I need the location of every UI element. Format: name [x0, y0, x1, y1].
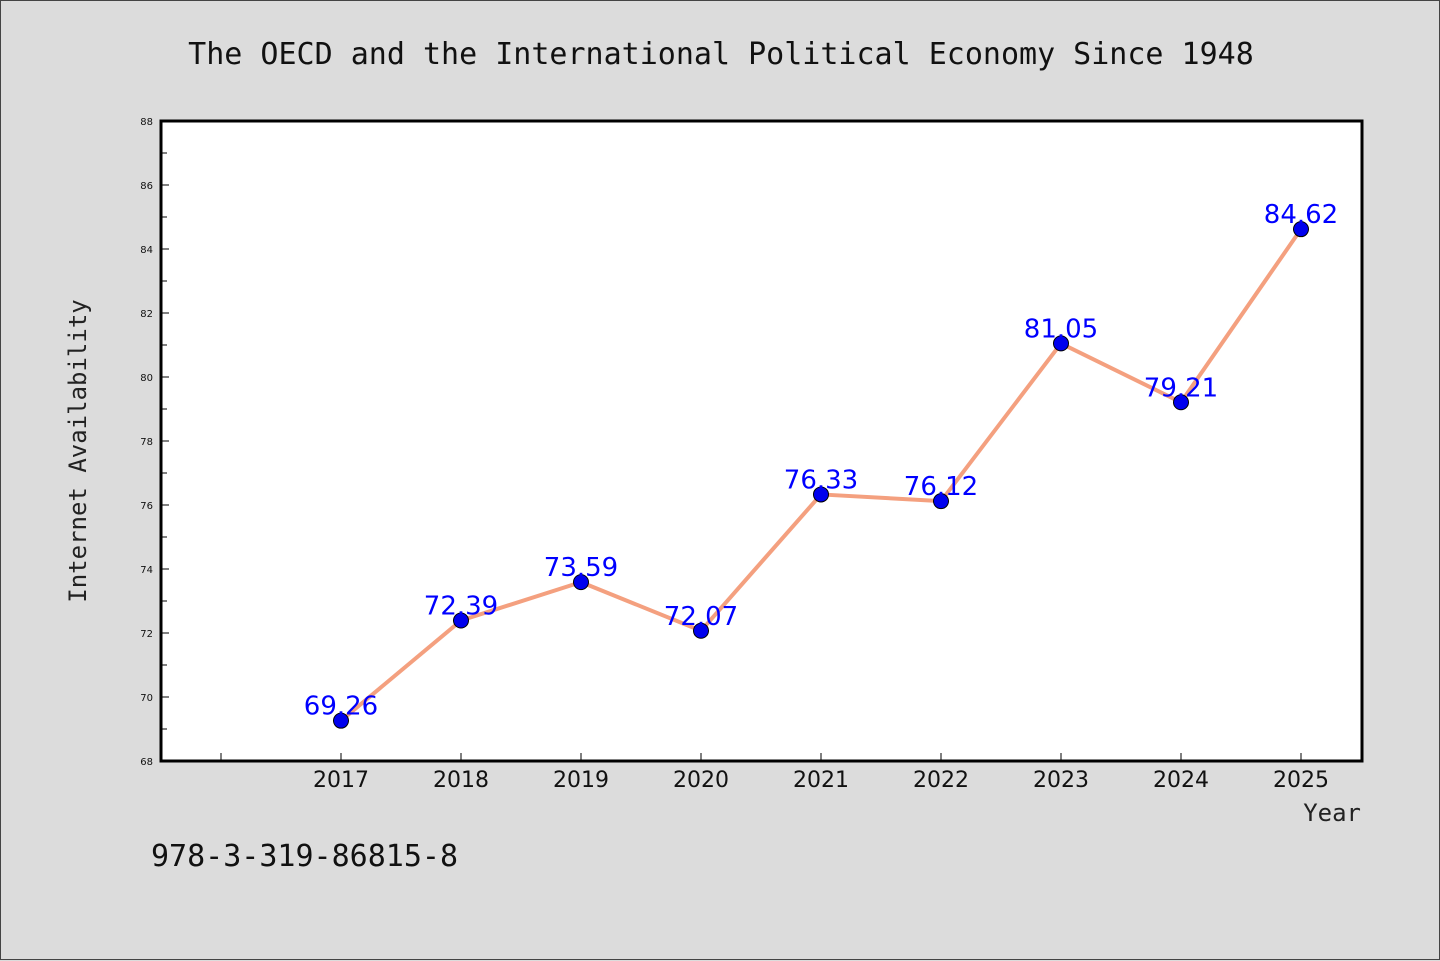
data-label-2024: 79.21 — [1144, 373, 1218, 403]
x-axis-label: Year — [1303, 799, 1361, 827]
y-tick-label: 76 — [140, 501, 153, 512]
data-point-2024 — [1173, 394, 1189, 411]
x-tick-label: 2023 — [1033, 768, 1089, 793]
x-tick-label: 2025 — [1273, 768, 1329, 793]
data-point-2017 — [333, 712, 349, 729]
y-tick-label: 70 — [140, 693, 153, 704]
x-axis-ticks: 2017 2018 2019 2020 2021 2022 2023 2024 2025 — [220, 753, 1329, 793]
data-label-2017: 69.26 — [304, 692, 378, 722]
data-point-2020 — [693, 622, 709, 639]
y-tick-label: 72 — [140, 629, 153, 640]
y-tick-label: 86 — [140, 181, 153, 192]
x-tick-label: 2021 — [793, 768, 849, 793]
y-tick-label: 88 — [140, 117, 153, 128]
data-labels: 69.26 72.39 73.59 72.07 76.33 76.12 81.05 79.21… — [304, 200, 1338, 722]
x-tick-label: 2019 — [553, 768, 609, 793]
data-point-2022 — [933, 493, 949, 510]
chart-title: The OECD and the International Political… — [188, 37, 1254, 72]
data-point-2021 — [813, 486, 829, 503]
data-point-2025 — [1293, 221, 1309, 238]
y-tick-label: 74 — [140, 565, 153, 576]
data-label-2019: 73.59 — [544, 553, 618, 583]
plot-area — [159, 119, 1364, 763]
x-tick-label: 2022 — [913, 768, 969, 793]
y-tick-label: 84 — [140, 245, 153, 256]
x-tick-label: 2017 — [313, 768, 369, 793]
y-axis-ticks: 68 70 72 74 76 78 80 82 84 86 88 — [140, 117, 169, 768]
y-tick-label: 80 — [140, 373, 153, 384]
series-markers — [333, 221, 1309, 729]
data-label-2025: 84.62 — [1264, 200, 1338, 230]
data-point-2019 — [573, 574, 589, 591]
data-point-2018 — [453, 612, 469, 629]
x-tick-label: 2018 — [433, 768, 489, 793]
y-axis-label: Internet Availability — [64, 299, 92, 602]
data-label-2018: 72.39 — [424, 592, 498, 622]
y-tick-label: 82 — [140, 309, 153, 320]
data-label-2020: 72.07 — [664, 602, 738, 632]
y-tick-label: 78 — [140, 437, 153, 448]
data-point-2023 — [1053, 335, 1069, 352]
y-tick-label: 68 — [140, 757, 153, 768]
isbn-text: 978-3-319-86815-8 — [151, 839, 458, 874]
x-tick-label: 2024 — [1153, 768, 1209, 793]
x-tick-label: 2020 — [673, 768, 729, 793]
data-label-2022: 76.12 — [904, 472, 978, 502]
data-label-2021: 76.33 — [784, 465, 858, 495]
data-label-2023: 81.05 — [1024, 314, 1098, 344]
